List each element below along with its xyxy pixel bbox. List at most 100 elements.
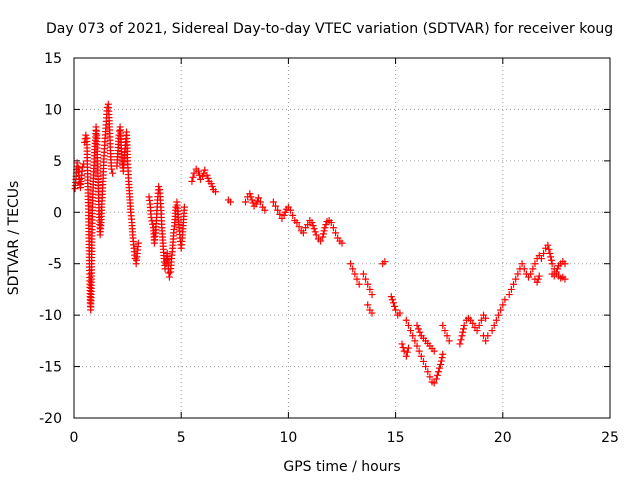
- data-point: [510, 280, 518, 288]
- data-point: [254, 194, 262, 202]
- data-point: [293, 219, 301, 227]
- data-point: [484, 332, 492, 340]
- data-point: [548, 260, 556, 268]
- y-tick-label: -5: [48, 257, 62, 273]
- data-point: [436, 364, 444, 372]
- data-point: [490, 321, 498, 329]
- data-point: [482, 337, 490, 345]
- data-point: [134, 239, 142, 247]
- data-point: [426, 373, 434, 381]
- data-point: [381, 258, 389, 266]
- data-point: [257, 198, 265, 206]
- data-point: [362, 275, 370, 283]
- data-point: [437, 361, 445, 369]
- data-point: [512, 275, 520, 283]
- data-point: [276, 210, 284, 218]
- data-point: [495, 311, 503, 319]
- x-tick-label: 15: [387, 430, 405, 446]
- data-point: [195, 171, 203, 179]
- data-point: [488, 327, 496, 335]
- data-point: [387, 293, 395, 301]
- data-point: [310, 225, 318, 233]
- data-point: [165, 273, 173, 281]
- data-point: [188, 177, 196, 185]
- data-point: [561, 260, 569, 268]
- y-axis-label: SDTVAR / TECUs: [6, 181, 22, 296]
- data-point: [441, 327, 449, 335]
- data-point: [546, 249, 554, 257]
- data-point: [445, 337, 453, 345]
- data-point: [349, 265, 357, 273]
- x-axis-label: GPS time / hours: [283, 459, 400, 475]
- data-point: [82, 131, 90, 139]
- data-point: [475, 321, 483, 329]
- data-point: [289, 211, 297, 219]
- data-point: [287, 206, 295, 214]
- data-point: [415, 347, 423, 355]
- data-point: [507, 285, 515, 293]
- data-point: [189, 173, 197, 181]
- data-point: [460, 321, 468, 329]
- data-point: [73, 159, 81, 167]
- chart-title: Day 073 of 2021, Sidereal Day-to-day VTE…: [46, 21, 613, 37]
- data-point: [249, 199, 257, 207]
- data-point: [540, 249, 548, 257]
- data-point: [248, 196, 256, 204]
- data-point: [457, 336, 465, 344]
- data-point: [252, 200, 260, 208]
- data-point: [108, 165, 116, 173]
- data-point: [295, 223, 303, 231]
- data-point: [400, 347, 408, 355]
- data-point: [547, 253, 555, 261]
- data-point: [332, 229, 340, 237]
- data-point: [204, 174, 212, 182]
- data-point: [459, 325, 467, 333]
- data-point: [416, 328, 424, 336]
- data-point: [274, 206, 282, 214]
- data-point: [309, 222, 317, 230]
- x-tick-label: 5: [177, 430, 186, 446]
- data-point: [366, 285, 374, 293]
- data-point: [253, 197, 261, 205]
- data-point: [411, 337, 419, 345]
- data-point: [404, 344, 412, 352]
- data-point: [432, 375, 440, 383]
- data-point: [469, 319, 477, 327]
- data-point: [203, 171, 211, 179]
- data-point: [497, 306, 505, 314]
- x-tick-label: 25: [601, 430, 619, 446]
- data-point: [433, 371, 441, 379]
- data-point: [518, 260, 526, 268]
- data-point: [414, 325, 422, 333]
- data-point: [280, 211, 288, 219]
- data-point: [482, 314, 490, 322]
- x-tick-label: 20: [494, 430, 512, 446]
- y-tick-label: -20: [39, 411, 62, 427]
- data-point: [322, 221, 330, 229]
- data-point: [422, 363, 430, 371]
- data-point: [190, 169, 198, 177]
- data-point: [434, 368, 442, 376]
- data-point: [424, 368, 432, 376]
- data-point: [359, 270, 367, 278]
- data-point: [520, 265, 528, 273]
- data-point: [537, 255, 545, 263]
- data-point: [208, 183, 216, 191]
- data-point: [514, 270, 522, 278]
- data-point: [389, 299, 397, 307]
- x-tick-label: 10: [279, 430, 297, 446]
- y-tick-label: -10: [39, 308, 62, 324]
- data-point: [459, 328, 467, 336]
- data-point: [529, 265, 537, 273]
- data-point: [364, 280, 372, 288]
- data-point: [430, 347, 438, 355]
- data-point: [304, 221, 312, 229]
- data-point: [413, 321, 421, 329]
- y-tick-label: 0: [53, 205, 62, 221]
- data-point: [535, 272, 543, 280]
- data-point: [391, 302, 399, 310]
- data-point: [207, 179, 215, 187]
- data-point: [355, 280, 363, 288]
- y-tick-label: 10: [44, 102, 62, 118]
